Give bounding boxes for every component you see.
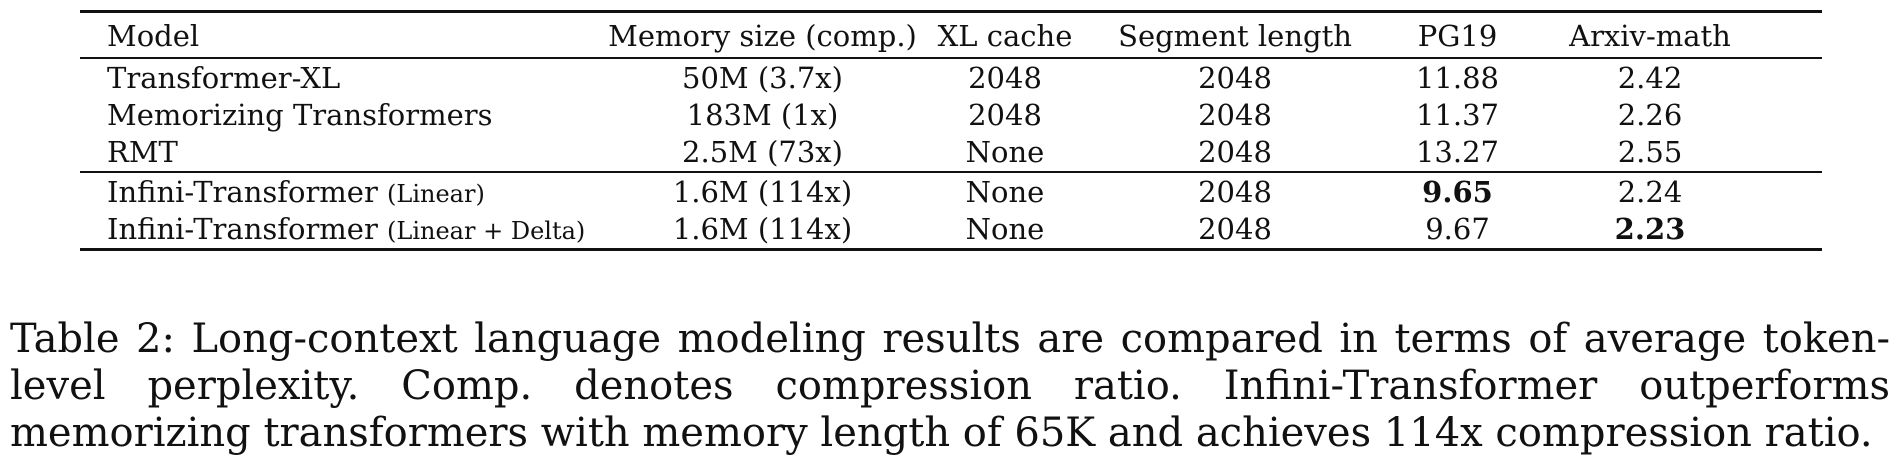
cell-segment: 2048 bbox=[1198, 135, 1272, 169]
cell-memory: 1.6M (114x) bbox=[672, 174, 853, 209]
table-header-rule bbox=[80, 57, 1822, 59]
cell-segment: 2048 bbox=[1198, 60, 1272, 95]
model-name: Transformer-XL bbox=[107, 60, 341, 95]
cell-arxiv: 2.26 bbox=[1617, 98, 1683, 132]
cell-model: Memorizing Transformers bbox=[80, 101, 600, 130]
cell-model: RMT bbox=[80, 138, 600, 167]
cell-memory: 183M (1x) bbox=[686, 98, 839, 132]
model-variant: (Linear) bbox=[387, 179, 485, 208]
cell-model: Infini-Transformer (Linear + Delta) bbox=[80, 215, 600, 244]
cell-pg19: 11.37 bbox=[1415, 98, 1500, 132]
header-arxiv-math: Arxiv-math bbox=[1569, 18, 1731, 53]
table-header-row: Model Memory size (comp.) XL cache Segme… bbox=[80, 13, 1822, 57]
cell-memory: 1.6M (114x) bbox=[672, 212, 853, 246]
cell-xl-cache: None bbox=[965, 135, 1045, 169]
cell-pg19: 13.27 bbox=[1415, 135, 1500, 169]
cell-model: Infini-Transformer (Linear) bbox=[80, 174, 600, 209]
table-row: Transformer-XL 50M (3.7x) 2048 2048 11.8… bbox=[80, 59, 1822, 97]
model-name: Infini-Transformer bbox=[107, 212, 378, 246]
table-row: Memorizing Transformers 183M (1x) 2048 2… bbox=[80, 97, 1822, 134]
table-row: Infini-Transformer (Linear + Delta) 1.6M… bbox=[80, 211, 1822, 248]
cell-segment: 2048 bbox=[1198, 174, 1272, 209]
model-name: RMT bbox=[107, 135, 178, 169]
cell-xl-cache: 2048 bbox=[968, 60, 1042, 95]
cell-memory: 2.5M (73x) bbox=[682, 135, 843, 169]
header-model: Model bbox=[107, 18, 200, 53]
cell-arxiv-best: 2.23 bbox=[1614, 212, 1686, 246]
cell-pg19: 9.67 bbox=[1425, 212, 1490, 246]
table-top-rule bbox=[80, 10, 1822, 13]
cell-segment: 2048 bbox=[1198, 212, 1272, 246]
cell-arxiv: 2.42 bbox=[1617, 60, 1683, 95]
table-row: RMT 2.5M (73x) None 2048 13.27 2.55 bbox=[80, 134, 1822, 171]
cell-memory: 50M (3.7x) bbox=[682, 60, 843, 95]
model-variant: (Linear + Delta) bbox=[387, 217, 586, 245]
cell-arxiv: 2.55 bbox=[1617, 135, 1683, 169]
model-name: Memorizing Transformers bbox=[107, 98, 493, 132]
table-group-rule bbox=[80, 171, 1822, 173]
results-table: Model Memory size (comp.) XL cache Segme… bbox=[80, 10, 1822, 251]
cell-xl-cache: None bbox=[965, 212, 1045, 246]
table-bottom-rule bbox=[80, 248, 1822, 251]
header-pg19: PG19 bbox=[1417, 18, 1498, 53]
cell-arxiv: 2.24 bbox=[1617, 174, 1683, 209]
cell-xl-cache: None bbox=[965, 174, 1045, 209]
header-segment-length: Segment length bbox=[1118, 18, 1352, 53]
table-caption: Table 2: Long-context language modeling … bbox=[10, 316, 1890, 456]
header-memory-size: Memory size (comp.) bbox=[608, 18, 917, 53]
model-name: Infini-Transformer bbox=[107, 174, 378, 209]
cell-xl-cache: 2048 bbox=[968, 98, 1042, 132]
cell-pg19: 11.88 bbox=[1415, 60, 1500, 95]
table-row: Infini-Transformer (Linear) 1.6M (114x) … bbox=[80, 173, 1822, 211]
cell-model: Transformer-XL bbox=[80, 60, 600, 95]
header-xl-cache: XL cache bbox=[937, 18, 1073, 53]
cell-pg19-best: 9.65 bbox=[1422, 174, 1493, 209]
cell-segment: 2048 bbox=[1198, 98, 1272, 132]
